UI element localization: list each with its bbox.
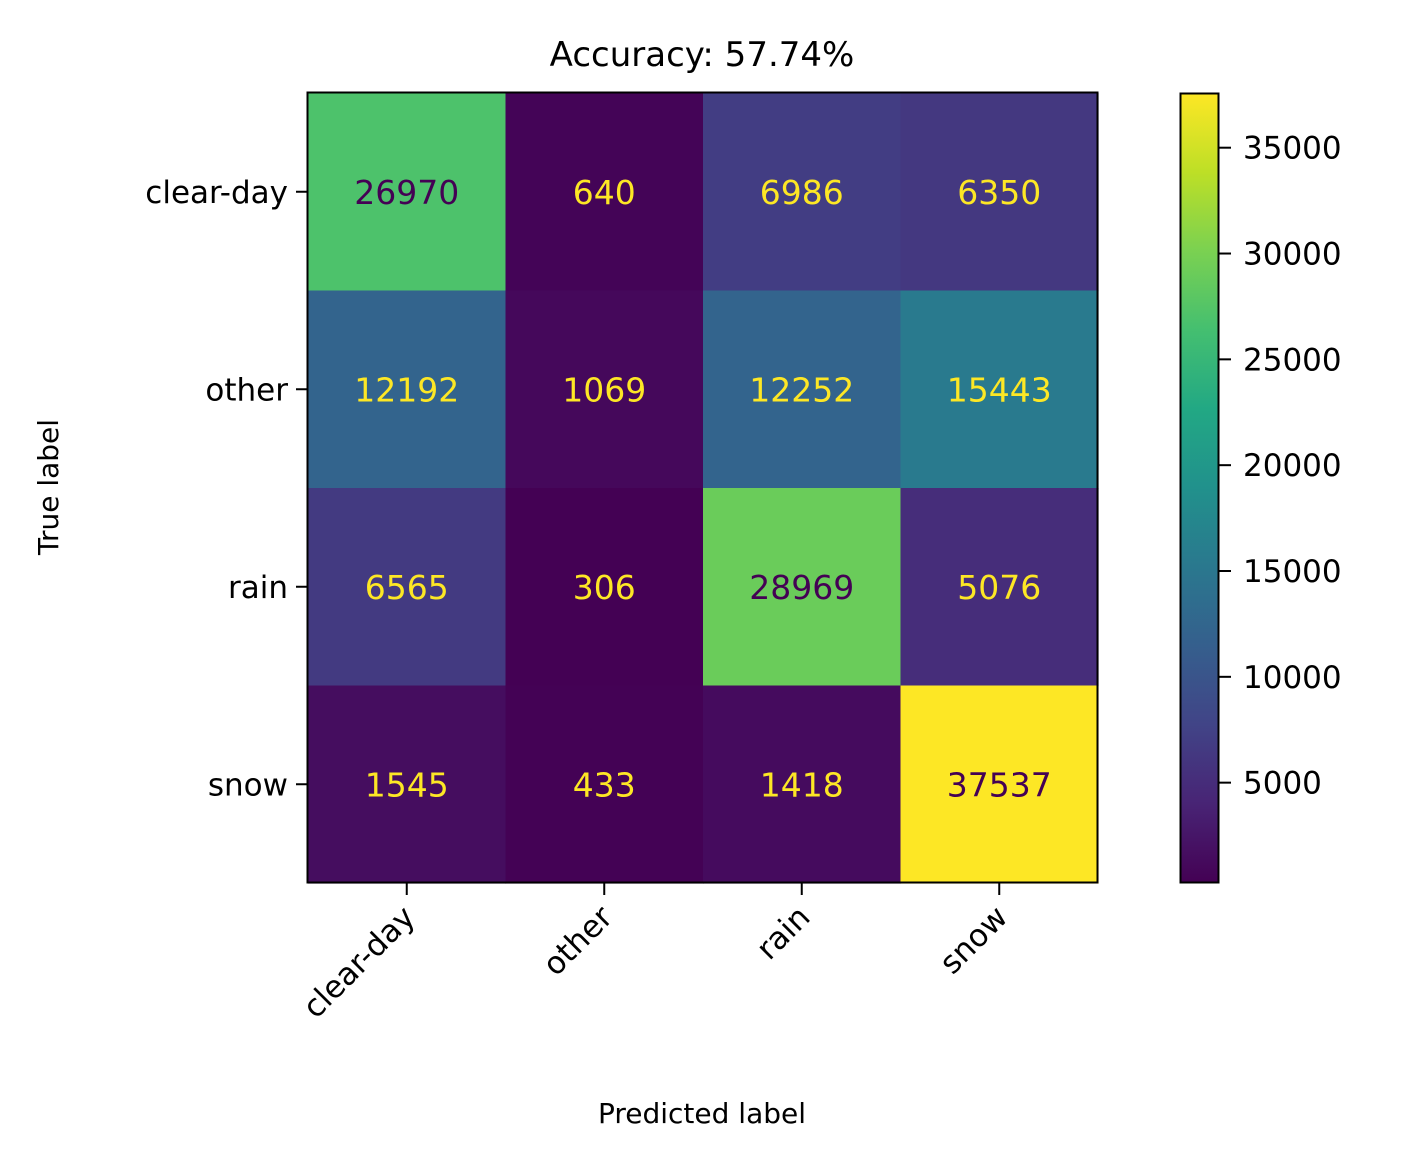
heatmap-cell	[703, 93, 902, 292]
heatmap-cell	[308, 685, 507, 884]
colorbar-tick-label: 25000	[1243, 342, 1342, 378]
heatmap-cell-label: 37537	[947, 765, 1052, 804]
heatmap-cell	[308, 290, 507, 489]
heatmap-cell-label: 15443	[947, 370, 1052, 409]
heatmap-cell-label: 6986	[760, 173, 844, 212]
heatmap-cell-label: 1069	[562, 370, 646, 409]
y-tick-label: clear-day	[145, 175, 288, 211]
y-tick-label: snow	[208, 767, 288, 803]
heatmap-cell	[703, 290, 902, 489]
heatmap-cell	[900, 488, 1099, 687]
x-tick-label: rain	[750, 899, 818, 967]
heatmap-cell	[703, 685, 902, 884]
chart-title: Accuracy: 57.74%	[550, 35, 855, 75]
y-axis-label: True label	[32, 419, 65, 556]
heatmap-cell-label: 6565	[365, 568, 449, 607]
x-tick-label: clear-day	[296, 899, 422, 1025]
heatmap-cell-label: 306	[573, 568, 636, 607]
heatmap-cell	[505, 290, 704, 489]
y-axis-ticks: clear-day other rain snow	[145, 175, 308, 803]
heatmap-cell-label: 12192	[354, 370, 459, 409]
colorbar	[1179, 92, 1220, 884]
heatmap-cell-label: 1545	[365, 765, 449, 804]
x-tick-label: snow	[933, 899, 1015, 981]
y-tick-label: other	[205, 372, 288, 408]
heatmap-cell	[308, 93, 507, 292]
heatmap-cells	[308, 93, 1099, 884]
heatmap-cell	[505, 488, 704, 687]
heatmap-cell-label: 640	[573, 173, 636, 212]
heatmap-cell	[505, 93, 704, 292]
heatmap-cell-label: 12252	[749, 370, 854, 409]
colorbar-tick-label: 30000	[1243, 237, 1342, 273]
plot-frame	[306, 91, 1099, 884]
x-axis-label: Predicted label	[598, 1097, 806, 1130]
colorbar-tick-label: 20000	[1243, 448, 1342, 484]
colorbar-tick-label: 35000	[1243, 131, 1342, 167]
colorbar-tick-label: 10000	[1243, 660, 1342, 696]
heatmap-cell	[505, 685, 704, 884]
heatmap-cell-label: 433	[573, 765, 636, 804]
heatmap-cell	[900, 685, 1099, 884]
heatmap-cell	[900, 290, 1099, 489]
heatmap-cell-label: 1418	[760, 765, 844, 804]
heatmap-cell	[900, 93, 1099, 292]
y-tick-label: rain	[228, 570, 288, 606]
x-axis-ticks: clear-day other rain snow	[296, 883, 1015, 1026]
heatmap-cell	[308, 488, 507, 687]
colorbar-ticks: 5000 10000 15000 20000 25000 30000 35000	[1219, 131, 1342, 802]
heatmap-cell-labels: 26970 640 6986 6350 12192 1069 12252 15443 6565 3…	[354, 173, 1051, 805]
heatmap-cell-label: 6350	[957, 173, 1041, 212]
heatmap-cell-label: 26970	[354, 173, 459, 212]
x-tick-label: other	[536, 899, 620, 983]
heatmap-cell	[703, 488, 902, 687]
colorbar-tick-label: 5000	[1243, 766, 1322, 802]
heatmap-cell-label: 28969	[749, 568, 854, 607]
colorbar-tick-label: 15000	[1243, 554, 1342, 590]
heatmap-cell-label: 5076	[957, 568, 1041, 607]
